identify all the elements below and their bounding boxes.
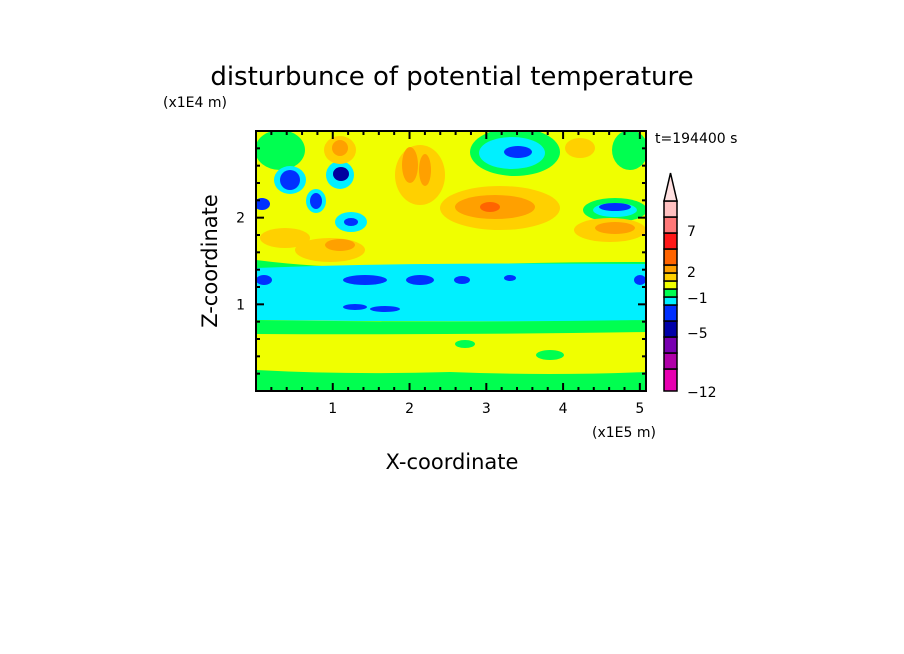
colorbar-bin (663, 320, 678, 338)
colorbar-bin (663, 232, 678, 250)
colorbar-bin (663, 304, 678, 322)
contour-field (256, 131, 646, 391)
colorbar-bin (663, 280, 678, 290)
plot-frame (255, 130, 647, 392)
chart-title: disturbunce of potential temperature (210, 62, 693, 92)
contour-blob (280, 170, 300, 190)
contour-blob (343, 304, 367, 310)
contour-blob (256, 131, 305, 170)
colorbar-label: −5 (687, 326, 708, 342)
x-axis-label: X-coordinate (386, 450, 519, 474)
colorbar-bin (663, 288, 678, 298)
x-unit-label: (x1E5 m) (592, 425, 656, 441)
field-background (256, 131, 646, 391)
contour-blob (343, 275, 387, 285)
colorbar-bin (663, 296, 678, 306)
contour-band (256, 370, 646, 391)
colorbar-bin (663, 264, 678, 274)
colorbar-label: 7 (687, 224, 696, 240)
contour-blob (565, 138, 595, 158)
y-tick-label: 1 (236, 297, 245, 313)
contour-band (256, 263, 646, 322)
contour-blob (480, 202, 500, 212)
y-tick-label: 2 (236, 211, 245, 227)
colorbar-bin (663, 336, 678, 354)
contour-blob (634, 275, 646, 285)
colorbar-label: 2 (687, 265, 696, 281)
y-unit-label: (x1E4 m) (163, 95, 227, 111)
contour-blob (455, 340, 475, 348)
colorbar-bin (663, 368, 678, 392)
contour-blob (536, 350, 564, 360)
contour-blob (256, 275, 272, 285)
contour-blob (333, 167, 349, 181)
colorbar-bin (663, 216, 678, 234)
colorbar-bin (663, 352, 678, 370)
colorbar-bin (663, 200, 678, 218)
colorbar: −12−5−127 (663, 172, 717, 401)
contour-blob (305, 375, 355, 385)
colorbar-label: −12 (687, 385, 717, 401)
contour-blob (370, 306, 400, 312)
colorbar-bin (663, 248, 678, 266)
contour-blob (599, 203, 631, 211)
contour-blob (454, 276, 470, 284)
axis-ticks (256, 131, 646, 391)
contour-blob (260, 228, 310, 248)
contour-blob (504, 146, 532, 158)
time-label: t=194400 s (655, 131, 737, 147)
contour-band (256, 320, 646, 335)
contour-blob (595, 222, 635, 234)
x-tick-label: 5 (635, 401, 644, 417)
contour-blob (344, 218, 358, 226)
y-axis-label: Z-coordinate (198, 194, 222, 328)
contour-blob (612, 131, 646, 170)
colorbar-bin (663, 272, 678, 282)
colorbar-label: −1 (687, 291, 708, 307)
x-tick-label: 4 (559, 401, 568, 417)
contour-blob (504, 275, 516, 281)
contour-blob (402, 147, 418, 183)
x-tick-label: 2 (405, 401, 414, 417)
colorbar-extend-triangle (663, 172, 678, 202)
contour-blob (310, 193, 322, 209)
x-tick-label: 3 (482, 401, 491, 417)
contour-blob (419, 154, 431, 186)
contour-blob (332, 140, 348, 156)
contour-blob (406, 275, 434, 285)
x-tick-label: 1 (328, 401, 337, 417)
contour-blob (325, 239, 355, 251)
